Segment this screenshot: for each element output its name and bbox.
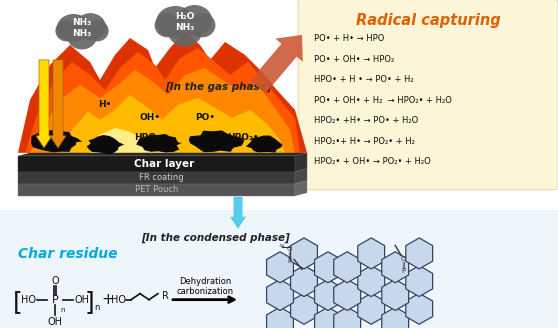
Text: OH: OH [47,317,62,327]
Text: [In the gas phase]: [In the gas phase] [165,82,271,92]
Text: PO• + H• → HPO: PO• + H• → HPO [314,34,384,43]
Polygon shape [18,172,295,184]
Ellipse shape [66,20,98,50]
Ellipse shape [156,6,195,38]
Polygon shape [295,153,307,172]
Polygon shape [18,184,295,196]
Text: P: P [52,295,59,305]
Polygon shape [267,307,294,328]
Text: H•: H• [98,100,112,109]
Polygon shape [382,279,408,310]
Polygon shape [251,35,303,93]
Text: [In the condensed phase]: [In the condensed phase] [141,233,290,243]
FancyBboxPatch shape [0,210,558,328]
Polygon shape [382,307,408,328]
Polygon shape [267,279,294,310]
Polygon shape [18,32,307,153]
Polygon shape [334,307,360,328]
Text: HO: HO [21,295,36,305]
Polygon shape [136,134,182,153]
Polygon shape [358,266,384,297]
Text: PET Pouch: PET Pouch [135,185,178,194]
Text: n: n [94,303,99,312]
Text: PO• + OH• + H₂  → HPO₂• + H₂O: PO• + OH• + H₂ → HPO₂• + H₂O [314,96,452,105]
FancyArrow shape [36,60,52,148]
Text: H₂O
NH₃: H₂O NH₃ [175,12,195,32]
Text: HPO• + H • → PO• + H₂: HPO• + H • → PO• + H₂ [314,75,413,84]
Polygon shape [25,48,300,153]
Polygon shape [90,128,170,153]
FancyArrow shape [230,197,246,229]
Text: OH•: OH• [140,113,161,122]
Polygon shape [189,131,244,152]
Ellipse shape [75,13,106,40]
Ellipse shape [155,13,180,37]
Text: O: O [51,276,59,286]
Ellipse shape [57,14,90,42]
FancyBboxPatch shape [298,0,558,190]
Polygon shape [406,266,432,297]
Ellipse shape [167,13,203,47]
Text: HPO•: HPO• [134,133,162,142]
Text: [: [ [13,290,23,314]
Ellipse shape [86,20,109,41]
Polygon shape [60,95,285,153]
Ellipse shape [55,20,78,41]
Text: FR coating: FR coating [139,173,184,182]
Polygon shape [358,238,384,269]
Polygon shape [406,293,432,324]
Text: Radical capturing: Radical capturing [355,13,501,29]
Text: OH: OH [75,295,89,305]
Text: Char layer: Char layer [134,159,195,169]
Ellipse shape [190,13,215,37]
Text: HO: HO [110,295,126,305]
Polygon shape [291,266,318,297]
Polygon shape [295,181,307,196]
Text: +: + [102,292,114,307]
Text: ]: ] [84,290,94,314]
Polygon shape [334,252,360,283]
Text: Dehydration
carbonization: Dehydration carbonization [176,277,234,297]
Polygon shape [30,68,295,153]
Text: PO•: PO• [195,113,215,122]
Text: HPO₂• + OH• → PO₂• + H₂O: HPO₂• + OH• → PO₂• + H₂O [314,157,431,166]
Polygon shape [295,169,307,184]
Text: NH₃
NH₃: NH₃ NH₃ [73,18,92,38]
Text: O
‖
P: O ‖ P [286,246,292,264]
Polygon shape [315,307,341,328]
Polygon shape [315,279,341,310]
Text: n: n [60,307,65,313]
Text: HPO₂•: HPO₂• [227,133,259,142]
Polygon shape [31,130,83,152]
Text: R: R [162,291,169,301]
Polygon shape [382,252,408,283]
Text: Char residue: Char residue [18,247,118,261]
FancyArrow shape [50,60,66,148]
Text: HPO₂•+ H• → PO₂• + H₂: HPO₂•+ H• → PO₂• + H₂ [314,137,415,146]
Polygon shape [86,135,124,154]
Polygon shape [267,252,294,283]
Polygon shape [291,293,318,324]
Polygon shape [334,279,360,310]
Text: HPO₂• +H• → PO• + H₂O: HPO₂• +H• → PO• + H₂O [314,116,418,125]
Text: O
‖
P: O ‖ P [401,256,406,275]
Text: ≈: ≈ [278,242,284,248]
Polygon shape [406,238,432,269]
Text: PO• + OH• → HPO₂: PO• + OH• → HPO₂ [314,55,395,64]
Ellipse shape [177,5,212,36]
Polygon shape [246,135,282,153]
Polygon shape [18,156,295,172]
Polygon shape [291,238,318,269]
Polygon shape [358,293,384,324]
Polygon shape [315,252,341,283]
Polygon shape [18,153,307,156]
